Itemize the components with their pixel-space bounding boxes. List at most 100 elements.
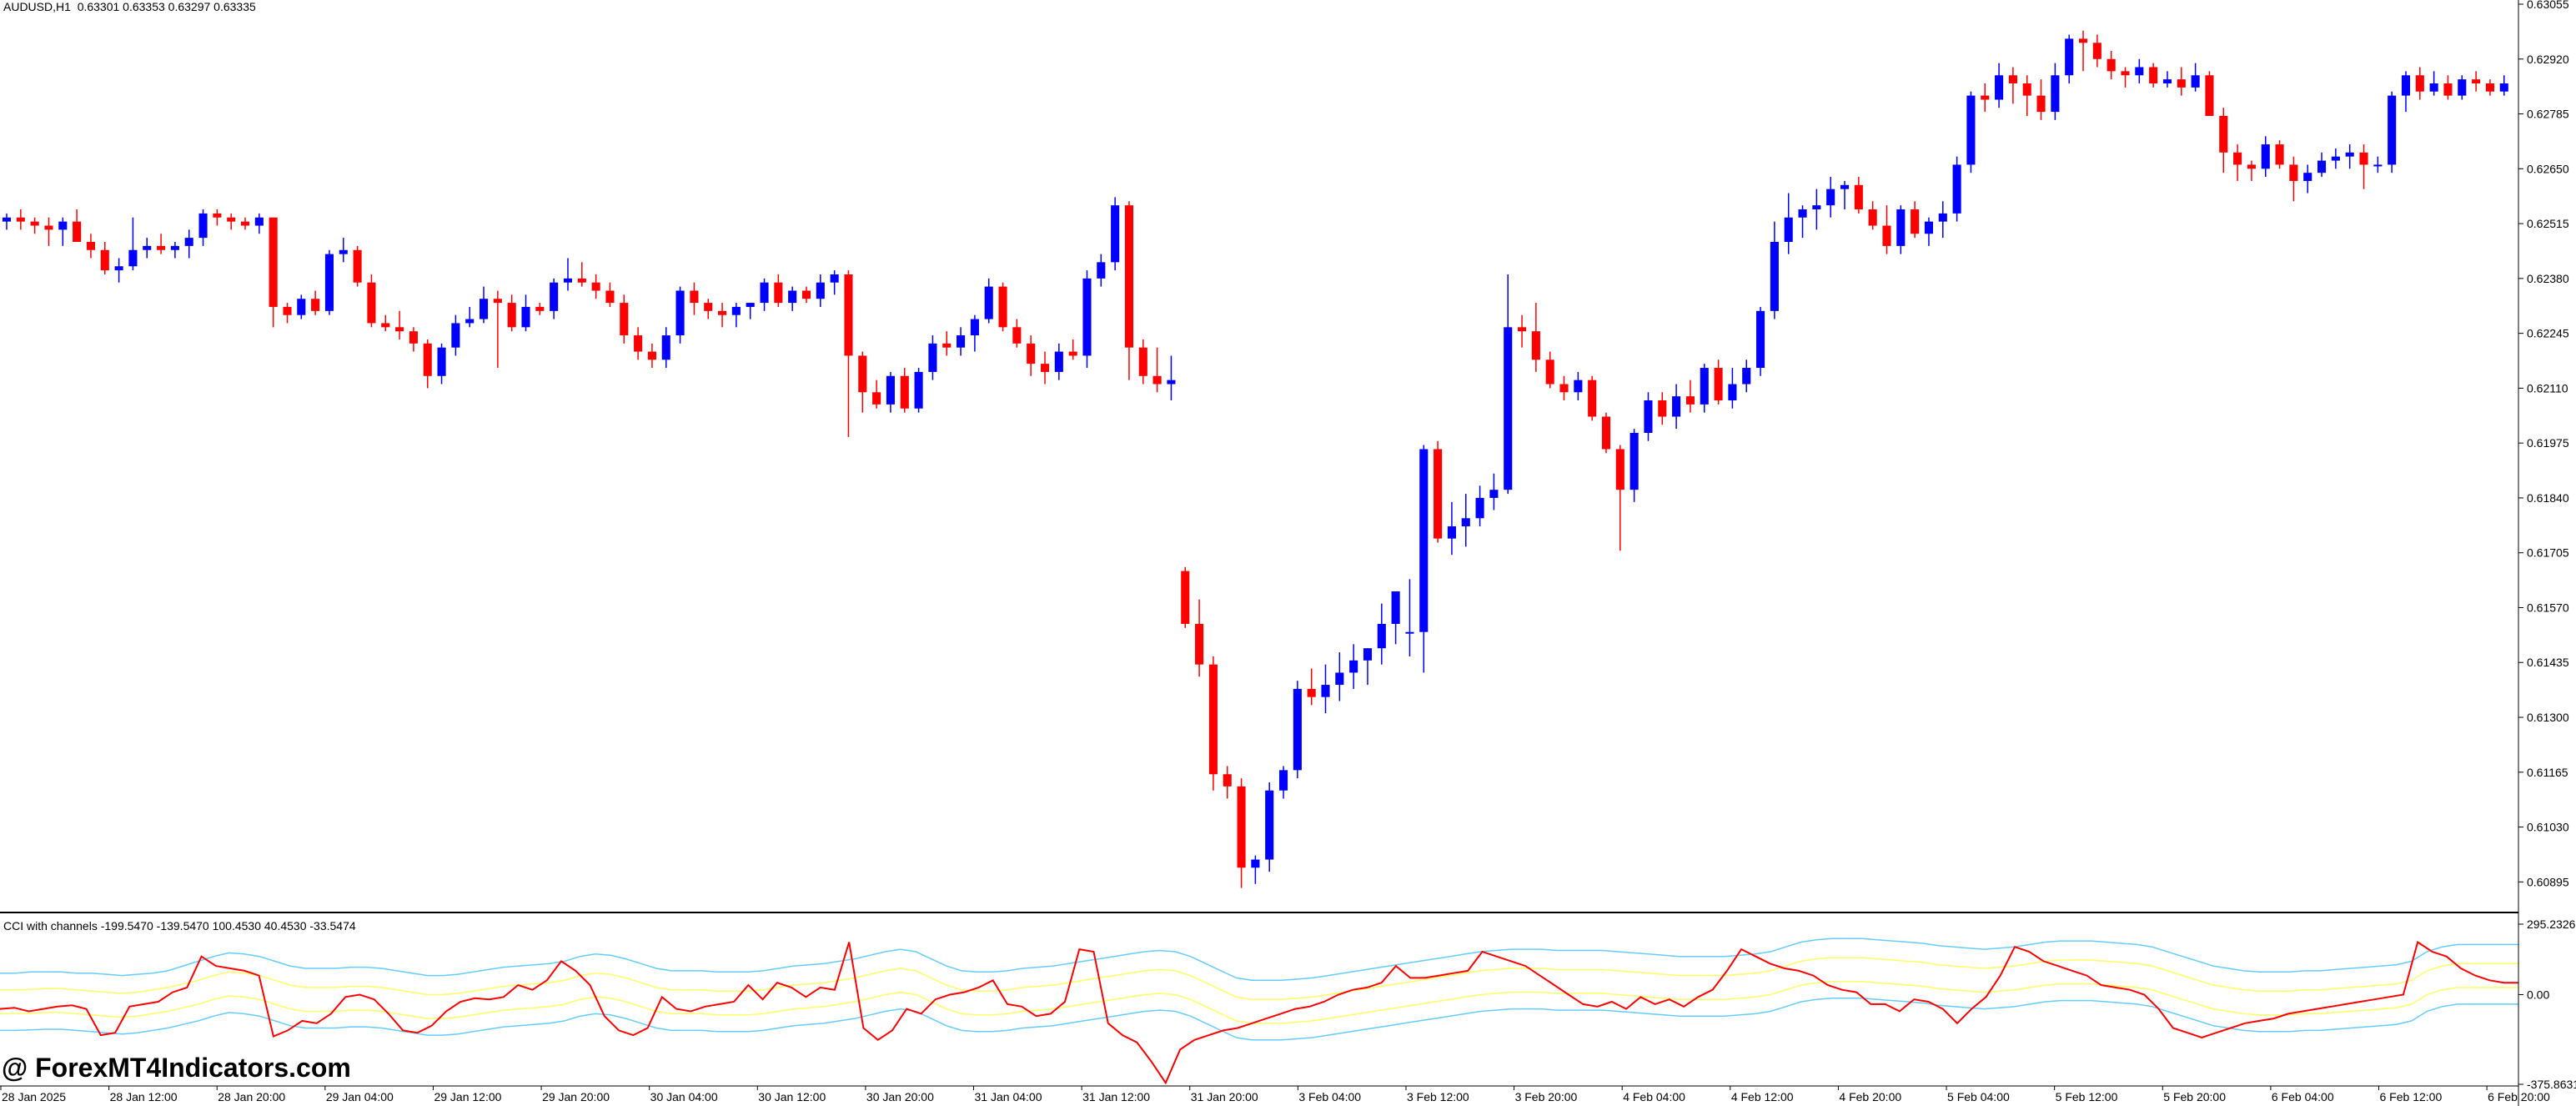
candle-body bbox=[297, 299, 306, 315]
candle-body bbox=[1363, 648, 1373, 661]
price-tick-label: 0.60895 bbox=[2527, 875, 2569, 888]
candlestick-series bbox=[2, 30, 2508, 888]
candle-body bbox=[1307, 688, 1316, 697]
candle-body bbox=[1208, 664, 1218, 775]
candle-body bbox=[2177, 79, 2186, 88]
candle-body bbox=[2008, 75, 2017, 84]
candle-body bbox=[1335, 672, 1344, 686]
candle-body bbox=[1475, 497, 1484, 519]
candle-body bbox=[1167, 380, 1176, 385]
candle-body bbox=[2121, 71, 2130, 76]
candle-body bbox=[942, 343, 952, 348]
candle-body bbox=[2149, 67, 2158, 84]
candle-body bbox=[213, 213, 222, 218]
candle-body bbox=[2415, 75, 2424, 92]
candle-body bbox=[591, 282, 600, 291]
symbol-header: AUDUSD,H1 0.63301 0.63353 0.63297 0.6333… bbox=[3, 0, 256, 13]
candle-body bbox=[170, 245, 179, 250]
candle-body bbox=[1489, 490, 1499, 498]
candle-body bbox=[1868, 209, 1877, 226]
candle-body bbox=[914, 371, 923, 409]
candle-body bbox=[1419, 449, 1429, 632]
candle-body bbox=[409, 331, 418, 344]
candle-body bbox=[1574, 380, 1583, 393]
candle-body bbox=[788, 290, 797, 304]
candle-body bbox=[1854, 184, 1863, 210]
candle-body bbox=[760, 282, 769, 304]
candle-body bbox=[465, 319, 475, 324]
price-tick-label: 0.62785 bbox=[2527, 108, 2569, 121]
candle-body bbox=[1798, 209, 1807, 218]
time-tick-label: 28 Jan 2025 bbox=[2, 1090, 66, 1103]
watermark: @ ForexMT4Indicators.com bbox=[2, 1053, 351, 1083]
price-tick-label: 0.62515 bbox=[2527, 217, 2569, 230]
candle-body bbox=[1966, 95, 1976, 165]
candle-body bbox=[493, 299, 502, 304]
cci-header: CCI with channels -199.5470 -139.5470 10… bbox=[3, 919, 356, 933]
time-tick-label: 30 Jan 12:00 bbox=[758, 1090, 826, 1103]
time-tick-label: 5 Feb 12:00 bbox=[2056, 1090, 2118, 1103]
candle-body bbox=[1321, 685, 1330, 697]
candle-body bbox=[690, 290, 699, 304]
candle-body bbox=[1545, 359, 1554, 385]
candle-body bbox=[970, 319, 979, 336]
candle-body bbox=[1097, 262, 1106, 279]
candle-body bbox=[507, 303, 516, 328]
candle-body bbox=[30, 221, 39, 226]
candle-body bbox=[900, 375, 909, 409]
candle-body bbox=[1981, 95, 1990, 100]
candle-body bbox=[661, 335, 670, 360]
time-tick-label: 30 Jan 04:00 bbox=[650, 1090, 718, 1103]
price-tick-label: 0.62920 bbox=[2527, 53, 2569, 66]
price-tick-label: 0.61165 bbox=[2527, 766, 2568, 779]
candle-body bbox=[1040, 364, 1050, 372]
candle-body bbox=[73, 221, 82, 243]
time-tick-label: 4 Feb 20:00 bbox=[1839, 1090, 1901, 1103]
price-tick-label: 0.61300 bbox=[2527, 711, 2569, 724]
candle-body bbox=[283, 306, 292, 315]
candle-body bbox=[44, 225, 53, 230]
cci-line bbox=[0, 940, 2518, 1085]
candle-body bbox=[1672, 396, 1681, 417]
candle-body bbox=[1658, 400, 1667, 417]
candle-body bbox=[675, 290, 685, 336]
candle-body bbox=[451, 323, 460, 348]
price-tick-label: 0.63055 bbox=[2527, 0, 2569, 11]
candle-body bbox=[2485, 83, 2494, 92]
candle-body bbox=[16, 217, 25, 222]
time-tick-label: 29 Jan 20:00 bbox=[542, 1090, 610, 1103]
symbol-label: AUDUSD,H1 bbox=[3, 0, 71, 13]
candle-body bbox=[957, 335, 966, 348]
time-tick-label: 4 Feb 12:00 bbox=[1731, 1090, 1794, 1103]
candle-body bbox=[1068, 351, 1077, 356]
candle-body bbox=[1588, 380, 1597, 417]
candle-body bbox=[184, 238, 193, 246]
candle-body bbox=[1251, 859, 1260, 868]
candle-body bbox=[718, 310, 727, 315]
time-tick-label: 3 Feb 04:00 bbox=[1298, 1090, 1361, 1103]
candle-body bbox=[1265, 790, 1274, 860]
lower-outer-channel bbox=[0, 998, 2518, 1041]
candle-body bbox=[58, 221, 68, 230]
candle-body bbox=[2472, 79, 2481, 84]
candle-body bbox=[1405, 631, 1414, 634]
candle-body bbox=[2078, 38, 2088, 43]
candle-body bbox=[830, 274, 839, 283]
candle-body bbox=[816, 282, 825, 299]
candle-body bbox=[395, 327, 404, 332]
candle-body bbox=[2205, 75, 2214, 116]
candle-body bbox=[1685, 396, 1695, 405]
time-tick-label: 6 Feb 04:00 bbox=[2272, 1090, 2334, 1103]
candle-body bbox=[872, 392, 881, 405]
candle-body bbox=[2289, 164, 2298, 181]
time-tick-label: 5 Feb 04:00 bbox=[1947, 1090, 2010, 1103]
candle-body bbox=[1756, 310, 1765, 369]
candle-body bbox=[1124, 205, 1134, 348]
time-tick-label: 29 Jan 12:00 bbox=[434, 1090, 501, 1103]
time-tick-label: 5 Feb 20:00 bbox=[2163, 1090, 2226, 1103]
candle-body bbox=[704, 303, 713, 311]
ohlc-values: 0.63301 0.63353 0.63297 0.63335 bbox=[77, 0, 256, 13]
candle-body bbox=[86, 242, 95, 250]
